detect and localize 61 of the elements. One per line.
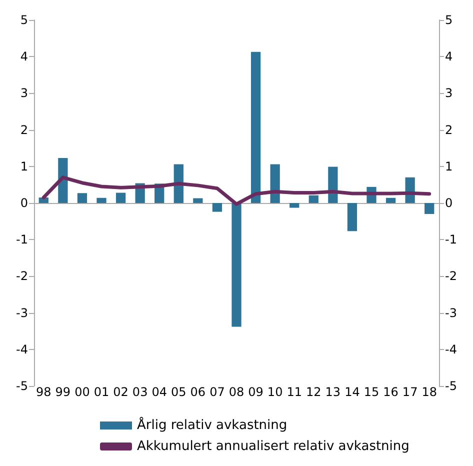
x-tick-label: 04 <box>152 385 167 399</box>
x-tick-label: 06 <box>190 385 206 399</box>
bar <box>424 203 434 214</box>
x-tick-label: 10 <box>267 385 283 399</box>
x-tick-label: 14 <box>344 385 360 399</box>
y2-tick-label: -1 <box>445 232 457 247</box>
y-tick-label: 1 <box>20 159 28 174</box>
x-tick-label: 08 <box>228 385 244 399</box>
bar <box>212 203 222 212</box>
bar <box>116 192 126 203</box>
bar <box>174 164 184 203</box>
bar <box>347 203 358 232</box>
y2-tick-label: 1 <box>445 159 453 174</box>
y-tick-label: 0 <box>20 196 28 210</box>
bar <box>250 52 261 203</box>
y-tick-label: -1 <box>16 232 28 247</box>
x-tick-label: 15 <box>364 385 380 399</box>
y2-tick-label: 2 <box>445 122 453 137</box>
y-tick-label: -2 <box>16 269 28 284</box>
bar <box>77 193 88 203</box>
x-tick-label: 13 <box>325 385 341 399</box>
x-tick-label: 00 <box>74 385 90 399</box>
bar <box>308 195 318 203</box>
y2-tick-label: 5 <box>445 13 453 27</box>
y2-tick-label: -2 <box>445 269 457 284</box>
y2-tick-label: -5 <box>445 379 457 393</box>
y2-tick-label: 0 <box>445 196 453 210</box>
y-tick-label: -4 <box>16 342 28 356</box>
bar <box>386 198 396 203</box>
x-tick-label: 98 <box>36 385 52 399</box>
x-tick-label: 16 <box>383 385 398 399</box>
bar <box>232 203 242 327</box>
y-tick-label: 2 <box>20 122 28 137</box>
x-tick-label: 02 <box>113 385 128 399</box>
y2-tick-label: 4 <box>445 50 453 64</box>
legend-label: Akkumulert annualisert relativ avkastning <box>137 439 410 454</box>
bar <box>96 198 106 203</box>
y-tick-label: -3 <box>16 306 28 320</box>
x-tick-label: 01 <box>94 385 110 399</box>
y-tick-label: 5 <box>20 13 28 27</box>
legend-label: Årlig relativ avkastning <box>137 416 288 433</box>
x-tick-label: 18 <box>422 385 437 399</box>
x-tick-label: 17 <box>402 385 418 399</box>
y2-tick-label: -4 <box>445 342 457 356</box>
x-tick-label: 05 <box>171 385 186 399</box>
y2-tick-label: 3 <box>445 86 453 100</box>
line-series <box>42 176 432 206</box>
bar <box>58 158 68 203</box>
bar <box>193 198 203 203</box>
x-tick-label: 09 <box>248 385 264 399</box>
x-tick-label: 07 <box>210 385 225 399</box>
bar <box>290 203 300 208</box>
y-tick-label: 3 <box>20 86 28 100</box>
bar <box>270 164 280 203</box>
y2-tick-label: -3 <box>445 306 457 320</box>
x-tick-label: 11 <box>286 385 302 399</box>
y-tick-label: 4 <box>20 50 28 64</box>
x-tick-label: 12 <box>306 385 322 399</box>
x-tick-label: 99 <box>55 385 71 399</box>
x-tick-label: 03 <box>132 385 148 399</box>
y-tick-label: -5 <box>16 379 28 393</box>
